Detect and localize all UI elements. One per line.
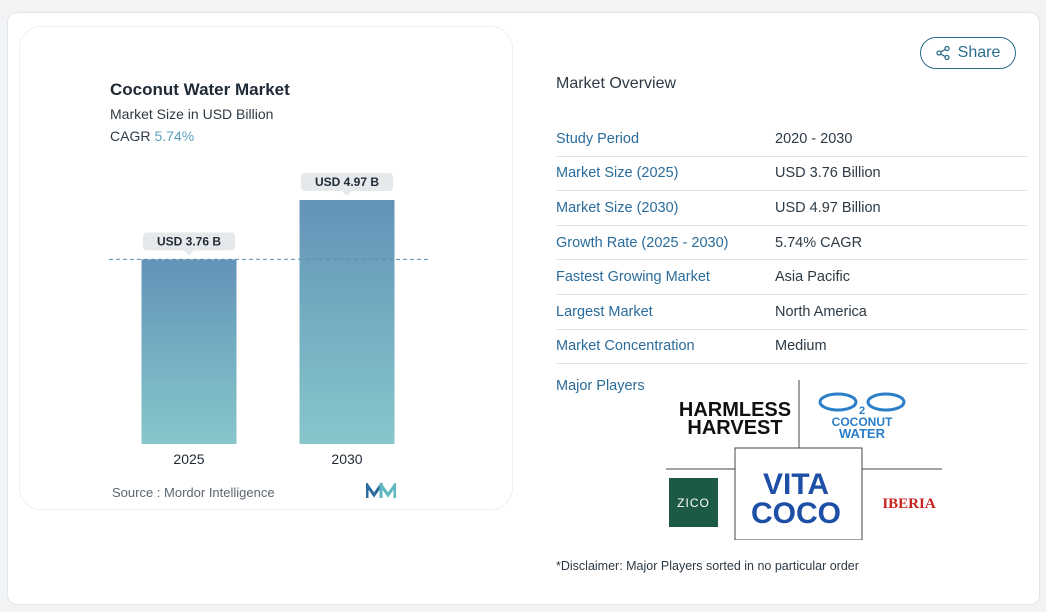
overview-row-value: USD 3.76 Billion — [775, 165, 881, 182]
data-label-pointer — [342, 191, 352, 196]
overview-row-value: 5.74% CAGR — [775, 234, 863, 251]
svg-text:HARMLESS: HARMLESS — [679, 399, 791, 421]
harmless-harvest-logo: HARMLESS HARVEST — [679, 399, 791, 439]
svg-text:2: 2 — [859, 405, 865, 417]
share-button[interactable]: Share — [920, 37, 1016, 69]
overview-row: Market Size (2030) USD 4.97 Billion — [556, 191, 1027, 226]
bar-chart: USD 3.76 B 2025 USD 4.97 B 2030 — [109, 173, 430, 467]
cagr-value: 5.74% — [154, 128, 195, 144]
data-label-bg — [143, 232, 235, 251]
overview-row-key: Growth Rate (2025 - 2030) — [556, 234, 729, 251]
svg-text:VITA: VITA — [763, 468, 829, 501]
svg-text:COCONUT: COCONUT — [832, 415, 893, 429]
chart-cagr: CAGR 5.74% — [110, 128, 194, 144]
overview-row-key: Market Concentration — [556, 338, 695, 355]
c2o-logo: 2 COCONUT WATER — [818, 392, 906, 441]
svg-text:ZICO: ZICO — [677, 496, 710, 510]
overview-row: Study Period 2020 - 2030 — [556, 122, 1027, 157]
data-label-bg — [301, 173, 393, 191]
data-label-pointer — [184, 250, 194, 256]
overview-row-value: 2020 - 2030 — [775, 130, 853, 147]
mordor-intelligence-logo — [366, 483, 396, 498]
zico-logo: ZICO — [669, 478, 718, 527]
major-players-logos: HARMLESS HARVEST 2 COCONUT WATER ZICO VI… — [666, 380, 942, 540]
overview-row: Market Concentration Medium — [556, 330, 1027, 365]
chart-card — [19, 26, 513, 510]
chart-source: Source : Mordor Intelligence — [112, 485, 275, 500]
svg-text:IBERIA: IBERIA — [882, 496, 936, 512]
share-label: Share — [957, 44, 1001, 61]
overview-row: Market Size (2025) USD 3.76 Billion — [556, 157, 1027, 192]
overview-row-key: Largest Market — [556, 303, 653, 320]
overview-row-value: USD 4.97 Billion — [775, 199, 881, 216]
overview-row: Largest Market North America — [556, 295, 1027, 330]
category-label: 2030 — [331, 451, 362, 467]
overview-row: Fastest Growing Market Asia Pacific — [556, 260, 1027, 295]
data-label: USD 4.97 B — [315, 175, 379, 189]
svg-text:COCO: COCO — [751, 497, 841, 530]
overview-table: Study Period 2020 - 2030 Market Size (2025… — [556, 122, 1027, 365]
vita-coco-logo: VITA COCO — [751, 468, 841, 530]
overview-row-key: Study Period — [556, 130, 640, 147]
overview-row-key: Market Size (2030) — [556, 199, 679, 216]
overview-row-value: Medium — [775, 338, 827, 355]
major-players-title: Major Players — [556, 378, 645, 394]
svg-text:HARVEST: HARVEST — [687, 417, 782, 439]
overview-title: Market Overview — [556, 75, 677, 92]
chart-title: Coconut Water Market — [110, 80, 290, 99]
disclaimer: *Disclaimer: Major Players sorted in no … — [556, 559, 859, 573]
overview-row-key: Market Size (2025) — [556, 165, 679, 182]
overview-row-value: Asia Pacific — [775, 269, 850, 286]
cagr-label: CAGR — [110, 128, 151, 144]
iberia-logo: IBERIA — [882, 496, 936, 512]
data-label: USD 3.76 B — [157, 234, 221, 248]
bar — [299, 200, 395, 444]
svg-text:WATER: WATER — [839, 426, 886, 441]
share-icon — [935, 46, 950, 60]
overview-row-key: Fastest Growing Market — [556, 269, 710, 286]
bar — [141, 259, 237, 444]
overview-row: Growth Rate (2025 - 2030) 5.74% CAGR — [556, 226, 1027, 261]
chart-subtitle: Market Size in USD Billion — [110, 106, 274, 122]
overview-row-value: North America — [775, 303, 867, 320]
category-label: 2025 — [173, 451, 204, 467]
